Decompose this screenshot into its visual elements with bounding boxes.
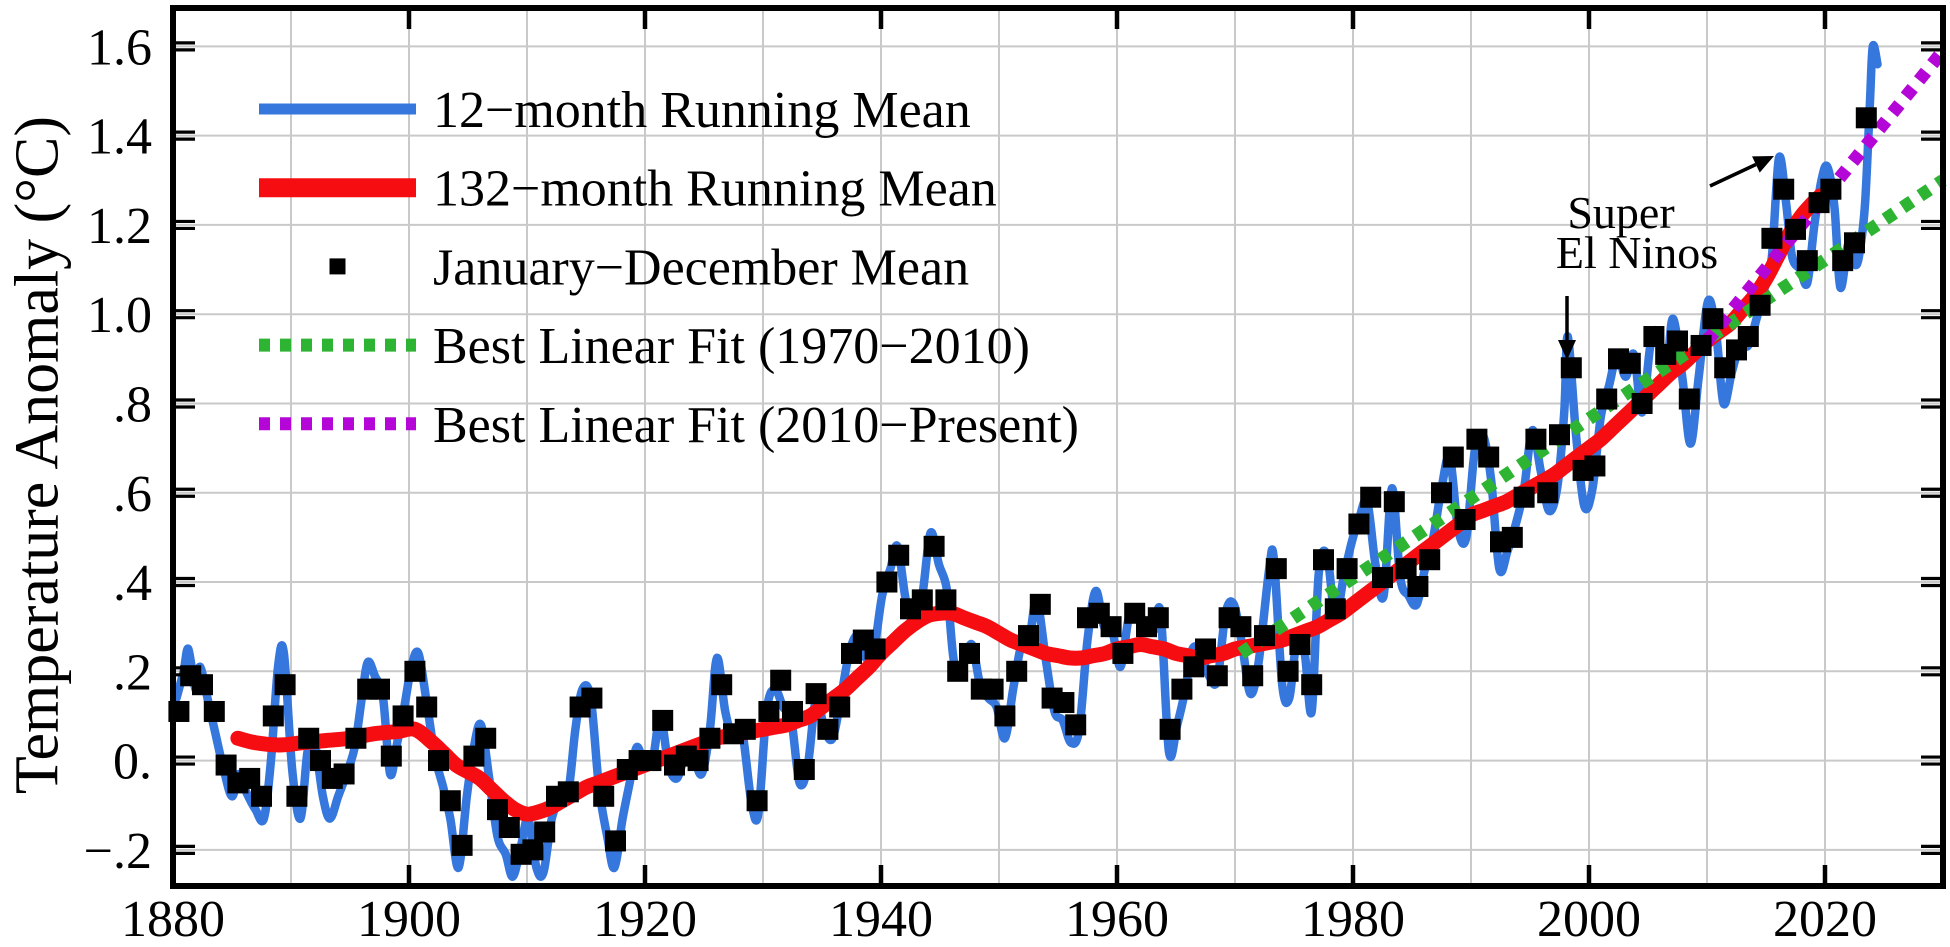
y-tick-label: .8: [113, 376, 152, 433]
legend-label: January−December Mean: [433, 239, 969, 296]
x-tick-label: 1920: [593, 891, 697, 947]
legend-label: Best Linear Fit (1970−2010): [433, 318, 1030, 375]
x-tick-label: 1900: [357, 891, 461, 947]
x-tick-label: 1980: [1301, 891, 1405, 947]
y-tick-label: 1.4: [87, 109, 152, 166]
annotation-text: Super: [1567, 187, 1674, 238]
y-tick-label: .6: [113, 466, 152, 523]
x-tick-label: 1880: [121, 891, 225, 947]
legend: 12−month Running Mean 132−month Running M…: [259, 82, 1079, 454]
legend-label: 12−month Running Mean: [433, 82, 971, 139]
y-tick-label: −.2: [84, 823, 152, 880]
legend-label: 132−month Running Mean: [433, 161, 997, 218]
y-tick-label: 1.0: [87, 287, 152, 344]
annotation-text: El Ninos: [1556, 227, 1718, 278]
x-tick-label: 1960: [1065, 891, 1169, 947]
y-tick-labels: 1.6 1.4 1.2 1.0 .8 .6 .4 .2 0. −.2: [84, 19, 152, 879]
x-tick-label: 2000: [1537, 891, 1641, 947]
gridlines: [173, 8, 1943, 886]
y-tick-label: 1.6: [87, 19, 152, 76]
series-annual-mean-squares: [168, 107, 1877, 865]
x-tick-label: 2020: [1773, 891, 1877, 947]
x-tick-labels: 1880 1900 1920 1940 1960 1980 2000 2020: [121, 891, 1877, 947]
y-axis-title: Temperature Anomaly (°C): [3, 115, 72, 795]
legend-label: Best Linear Fit (2010−Present): [433, 397, 1079, 454]
y-tick-label: 0.: [113, 734, 152, 791]
plot-frame: [170, 5, 1946, 889]
y-tick-label: 1.2: [87, 198, 152, 255]
y-tick-label: .4: [113, 555, 152, 612]
y-tick-label: .2: [113, 644, 152, 701]
annotation-arrow: [1709, 162, 1757, 188]
x-tick-label: 1940: [829, 891, 933, 947]
series-best-fit-1970-2010: [1237, 174, 1947, 659]
legend-swatch-annual: [329, 258, 346, 275]
